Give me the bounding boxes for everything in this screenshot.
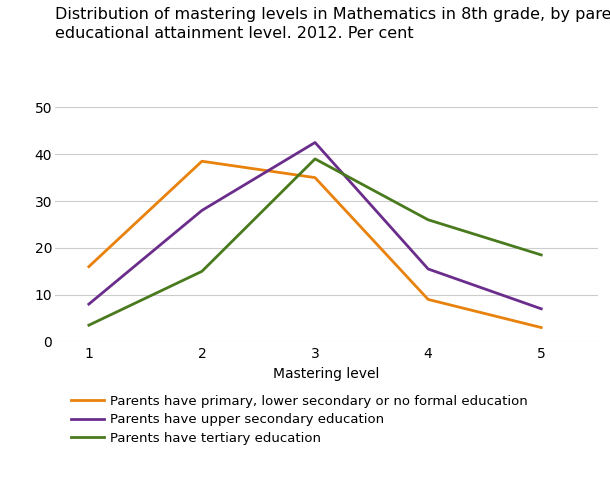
Line: Parents have upper secondary education: Parents have upper secondary education [89, 142, 541, 309]
Parents have primary, lower secondary or no formal education [537, 325, 545, 330]
Parents have upper secondary education [198, 207, 206, 213]
Parents have upper secondary education [311, 140, 318, 145]
X-axis label: Mastering level: Mastering level [273, 366, 379, 381]
Legend: Parents have primary, lower secondary or no formal education, Parents have upper: Parents have primary, lower secondary or… [71, 395, 528, 445]
Text: Distribution of mastering levels in Mathematics in 8th grade, by parents'
educat: Distribution of mastering levels in Math… [55, 7, 610, 41]
Parents have tertiary education [198, 268, 206, 274]
Parents have tertiary education [85, 322, 93, 328]
Parents have tertiary education [311, 156, 318, 162]
Parents have upper secondary education [85, 301, 93, 307]
Parents have primary, lower secondary or no formal education [85, 264, 93, 269]
Parents have primary, lower secondary or no formal education [198, 158, 206, 164]
Parents have tertiary education [425, 217, 432, 223]
Line: Parents have tertiary education: Parents have tertiary education [89, 159, 541, 325]
Parents have tertiary education [537, 252, 545, 258]
Parents have upper secondary education [537, 306, 545, 312]
Parents have primary, lower secondary or no formal education [425, 297, 432, 303]
Parents have upper secondary education [425, 266, 432, 272]
Line: Parents have primary, lower secondary or no formal education: Parents have primary, lower secondary or… [89, 161, 541, 327]
Parents have primary, lower secondary or no formal education [311, 175, 318, 181]
